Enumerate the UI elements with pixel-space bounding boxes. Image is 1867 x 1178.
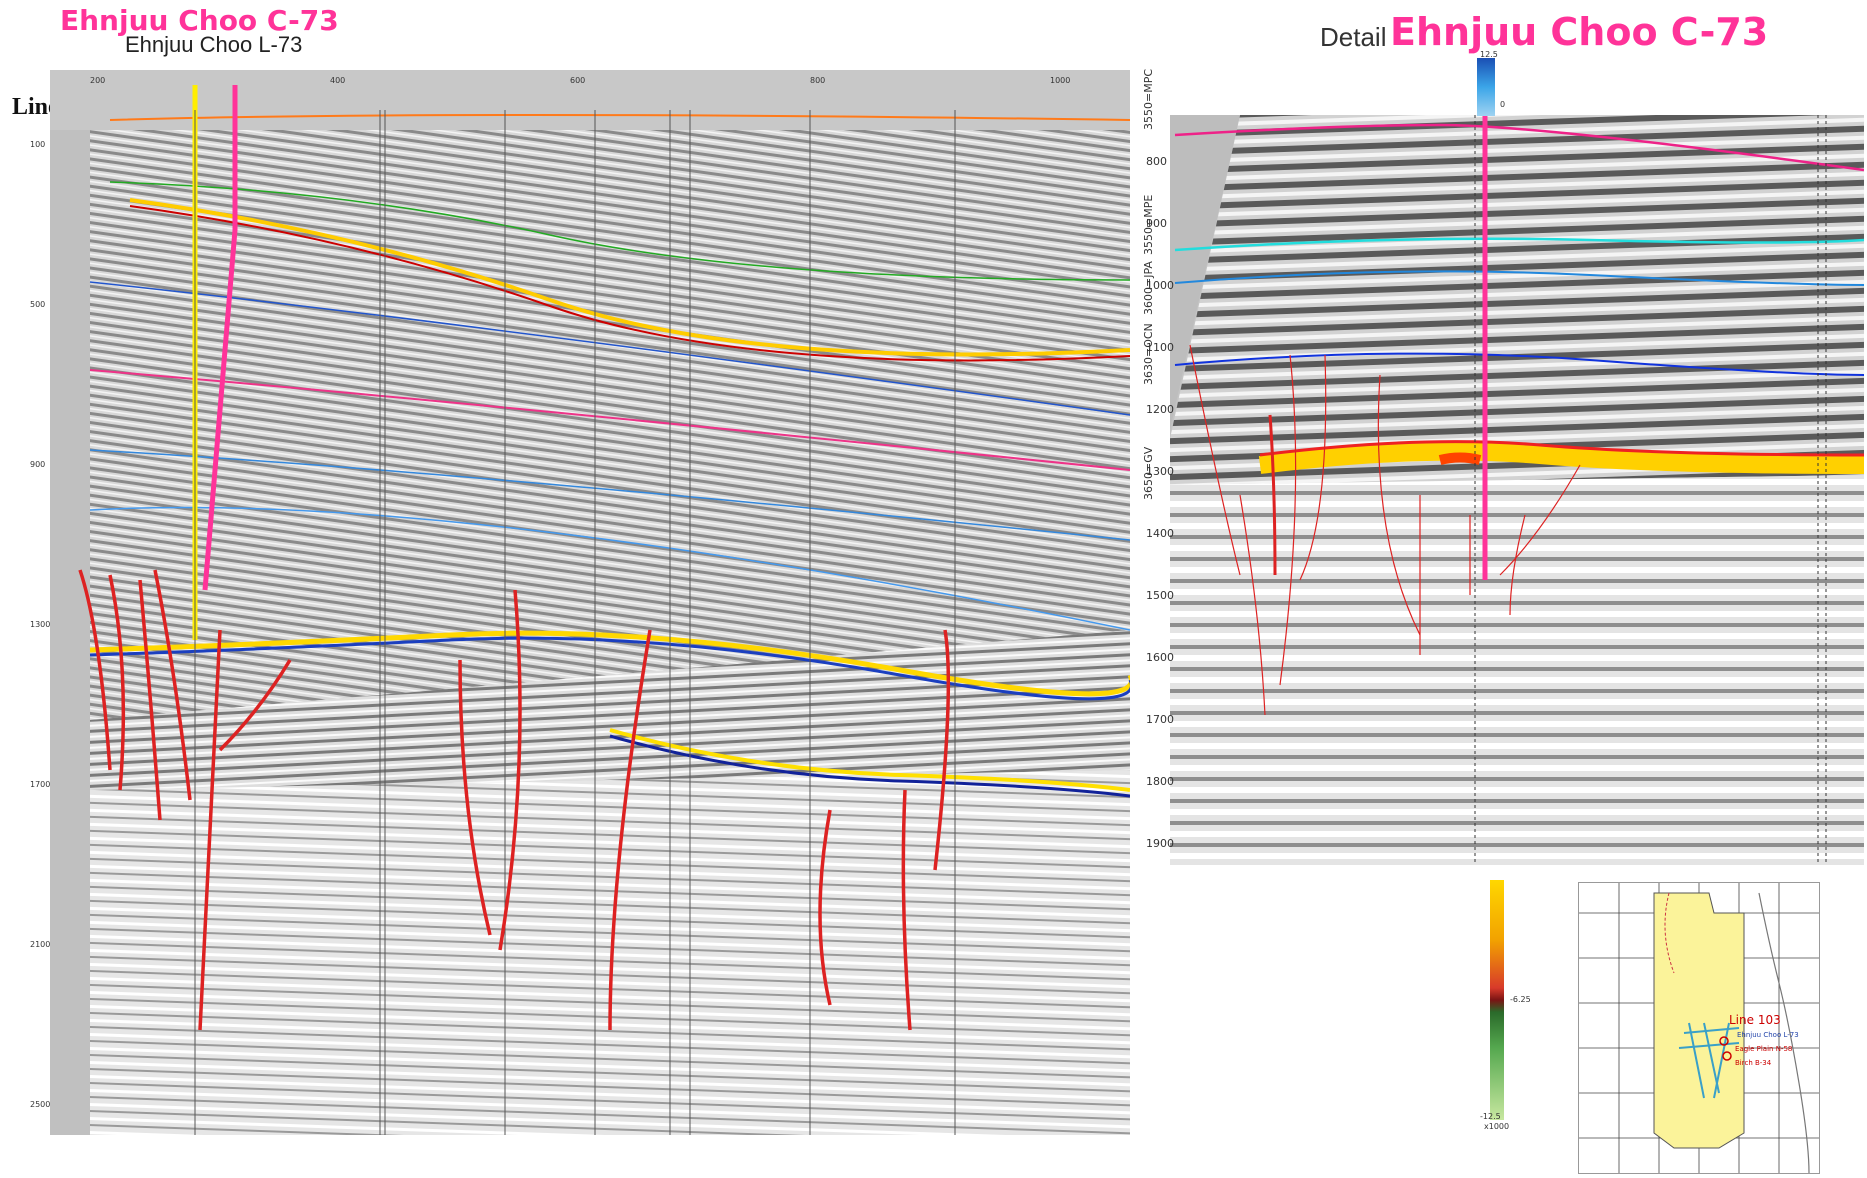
seismic-main-svg <box>50 70 1134 1135</box>
horizon-label: 3630=OCN <box>1142 323 1155 385</box>
seismic-section-main <box>50 70 1134 1135</box>
time-tick: 2500 <box>30 1100 51 1109</box>
time-tick: 2100 <box>30 940 51 949</box>
detail-time-tick: 1800 <box>1146 775 1174 788</box>
detail-time-tick: 1100 <box>1146 341 1174 354</box>
scale-mid: -6.25 <box>1510 995 1531 1004</box>
cdp-tick: 800 <box>810 76 826 85</box>
detail-label: Detail <box>1320 22 1387 52</box>
detail-time-tick: 1200 <box>1146 403 1174 416</box>
time-axis-detail: 800 900 1000 1100 1200 1300 1400 1500 16… <box>1146 155 1174 855</box>
well-title-secondary: Ehnjuu Choo L-73 <box>125 32 303 57</box>
map-line-label: Line 103 <box>1729 1013 1781 1027</box>
detail-time-tick: 1900 <box>1146 837 1174 850</box>
scale-top-min: 0 <box>1500 100 1506 109</box>
time-tick: 100 <box>30 140 46 149</box>
horizon-label: 3600=JPA <box>1142 261 1155 315</box>
detail-time-tick: 1600 <box>1146 651 1174 664</box>
detail-time-tick: 1000 <box>1146 279 1174 292</box>
scale-bottom-min: -12.5 <box>1480 1112 1501 1121</box>
time-tick: 1700 <box>30 780 51 789</box>
cdp-tick: 200 <box>90 76 106 85</box>
seismic-detail-svg <box>1140 85 1865 865</box>
map-well-label: Ehnjuu Choo L-73 <box>1737 1031 1799 1039</box>
well-title-main: Ehnjuu Choo C-73 <box>60 4 339 37</box>
cdp-tick: 400 <box>330 76 346 85</box>
map-well-label: Birch B-34 <box>1735 1059 1772 1067</box>
detail-well-title: Ehnjuu Choo C-73 <box>1390 10 1769 54</box>
detail-time-tick: 1400 <box>1146 527 1174 540</box>
seismic-section-detail <box>1140 85 1865 865</box>
location-map: Line 103 Ehnjuu Choo L-73 Eagle Plain N-… <box>1578 882 1820 1174</box>
detail-time-tick: 800 <box>1146 155 1167 168</box>
detail-time-tick: 1500 <box>1146 589 1174 602</box>
cdp-tick: 1000 <box>1050 76 1071 85</box>
time-tick: 1300 <box>30 620 51 629</box>
scale-unit: x1000 <box>1484 1122 1510 1131</box>
time-axis-main: 100 500 900 1300 1700 2100 2500 <box>30 140 50 1140</box>
detail-time-tick: 1700 <box>1146 713 1174 726</box>
horizon-label: 3550=MPC <box>1142 68 1155 130</box>
horizon-label: 3550=MPE <box>1142 194 1155 255</box>
detail-time-tick: 900 <box>1146 217 1167 230</box>
color-scale-bottom <box>1490 880 1504 1120</box>
horizon-label: 3650=GV <box>1142 446 1155 500</box>
map-well-label: Eagle Plain N-58 <box>1735 1045 1793 1053</box>
color-scale-top <box>1477 58 1495 116</box>
time-tick: 900 <box>30 460 46 469</box>
detail-time-tick: 1300 <box>1146 465 1174 478</box>
cdp-tick: 600 <box>570 76 586 85</box>
scale-top-max: 12.5 <box>1480 50 1498 59</box>
time-tick: 500 <box>30 300 46 309</box>
location-map-svg <box>1579 883 1819 1174</box>
